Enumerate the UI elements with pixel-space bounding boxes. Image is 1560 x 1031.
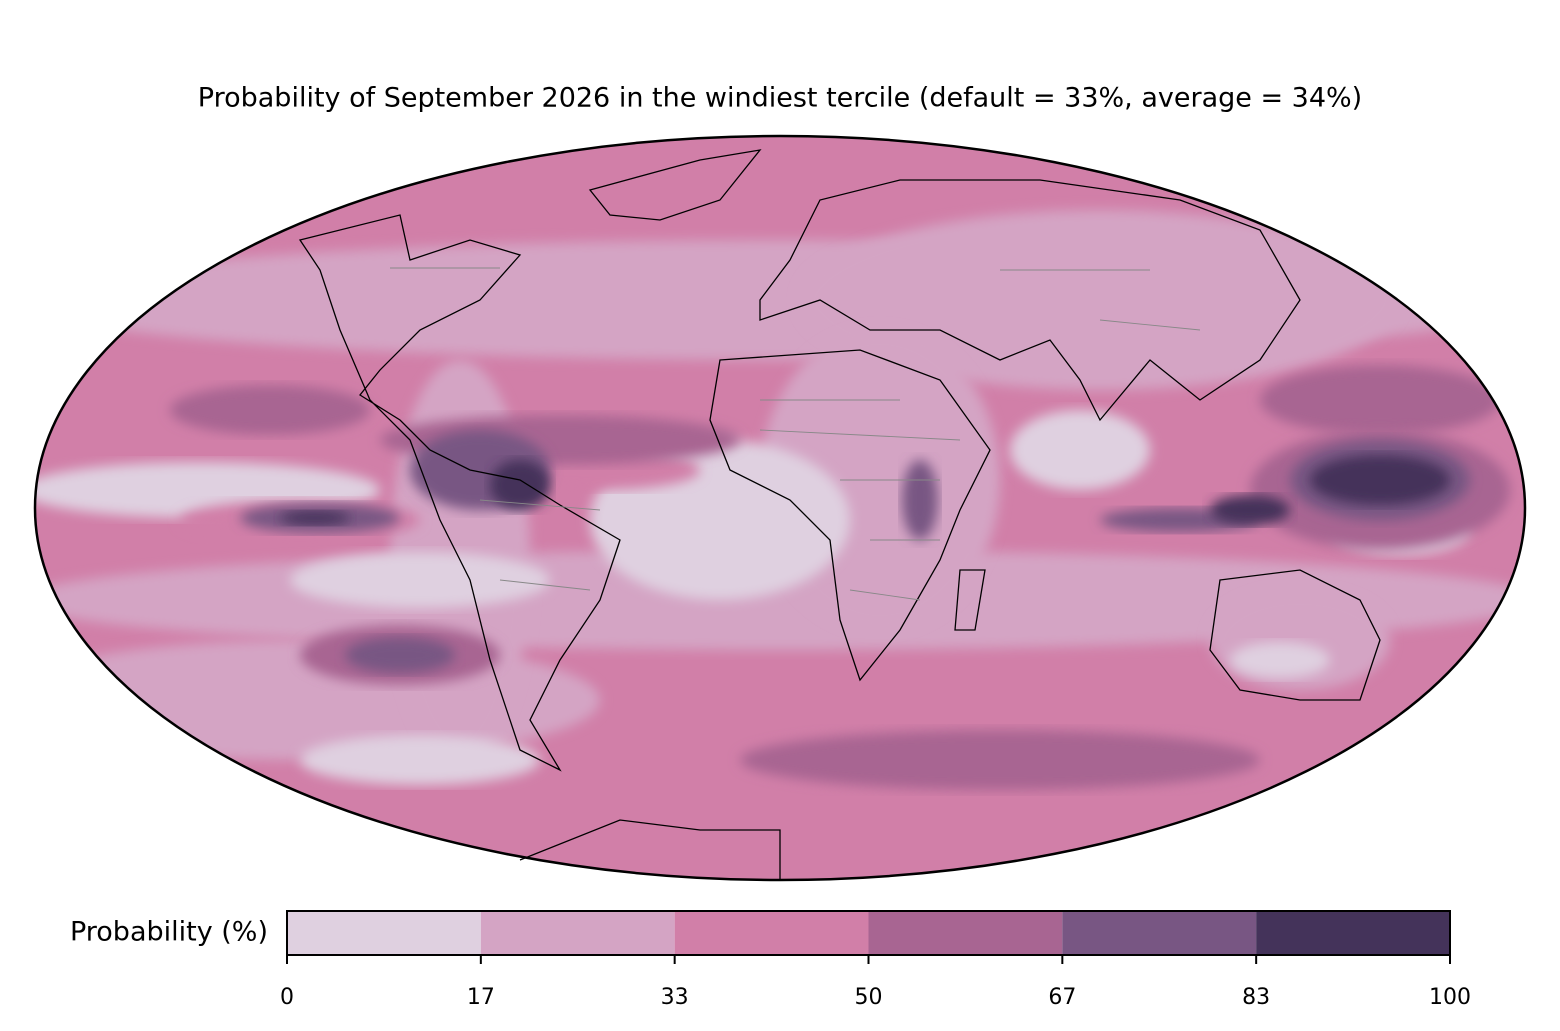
shaded-region [300,735,540,785]
country-borders [390,267,1201,601]
shaded-region [1210,495,1290,525]
shaded-region [170,385,370,435]
shaded-region [345,637,455,673]
shaded-region [290,552,550,608]
shaded-region [1310,455,1450,505]
colorbar-tick-label: 100 [1429,985,1471,1010]
shaded-region [902,460,938,540]
colorbar-tick-label: 67 [1048,985,1076,1010]
shaded-region [800,210,1400,390]
colorbar-tick-label: 50 [855,985,883,1010]
colorbar-label: Probability (%) [70,917,268,948]
colorbar-segment [287,911,481,955]
colorbar-segment [868,911,1063,955]
colorbar: 0 17 33 50 67 83 100 [280,910,1471,1010]
map-title: Probability of September 2026 in the win… [198,83,1362,114]
shaded-region [1260,365,1500,435]
colorbar-tick-label: 17 [467,985,495,1010]
colorbar-tick-label: 33 [661,985,689,1010]
colorbar-segment [674,911,869,955]
colorbar-segment [480,911,675,955]
shaded-region [490,460,550,510]
colorbar-tick-label: 83 [1242,985,1270,1010]
shaded-region [1010,410,1150,490]
colorbar-tick-label: 0 [280,985,294,1010]
coastlines [298,149,1381,880]
colorbar-segment [1256,911,1450,955]
colorbar-segment [1062,911,1257,955]
map-frame [33,134,1527,882]
shaded-region [1230,642,1330,678]
shaded-region [280,511,350,525]
shaded-region [740,730,1260,790]
map-field [35,136,1525,880]
